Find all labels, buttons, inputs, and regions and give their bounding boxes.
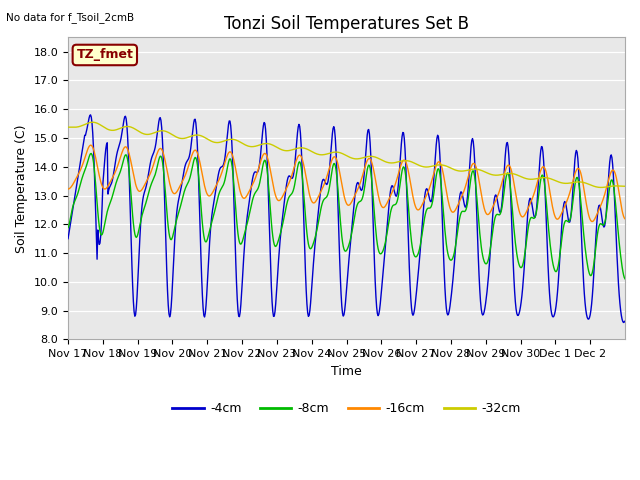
Y-axis label: Soil Temperature (C): Soil Temperature (C) <box>15 124 28 252</box>
X-axis label: Time: Time <box>331 365 362 378</box>
Title: Tonzi Soil Temperatures Set B: Tonzi Soil Temperatures Set B <box>224 15 469 33</box>
Text: No data for f_Tsoil_2cmB: No data for f_Tsoil_2cmB <box>6 12 134 23</box>
Text: TZ_fmet: TZ_fmet <box>76 48 133 61</box>
Legend: -4cm, -8cm, -16cm, -32cm: -4cm, -8cm, -16cm, -32cm <box>168 397 525 420</box>
